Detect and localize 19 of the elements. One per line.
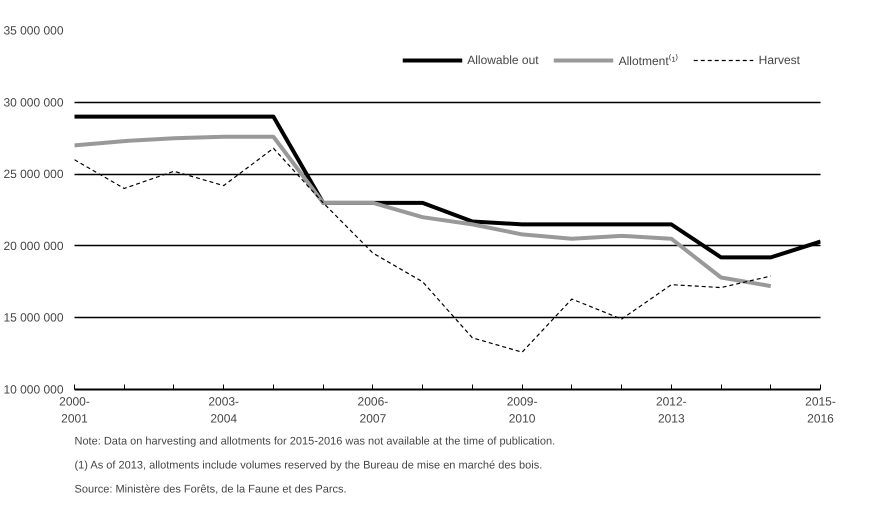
line-series bbox=[74, 134, 773, 288]
y-tick-label: 35 000 000 bbox=[3, 24, 64, 38]
y-tick-label: 20 000 000 bbox=[3, 238, 64, 253]
y-tick-label: 30 000 000 bbox=[3, 95, 64, 110]
y-tick-label: 10 000 000 bbox=[3, 382, 64, 396]
text: Note: Data on harvesting and allotments for 2015-2016 was not available at the time of publication. bbox=[74, 436, 556, 448]
x-tick-label: 2000- 2001 bbox=[59, 394, 90, 426]
y-tick-label: 25 000 000 bbox=[3, 167, 64, 182]
source-note: Source: Ministère des Forêts, de la Faune et des Parcs. bbox=[74, 484, 347, 496]
x-tick-label: 2012- 2013 bbox=[656, 394, 687, 426]
legend-label: Allowable out bbox=[467, 53, 539, 67]
y-tick-label: 15 000 000 bbox=[3, 310, 64, 325]
legend-label: Allotment⁽¹⁾ bbox=[618, 52, 679, 68]
x-tick-label: 2015- 2016 bbox=[805, 394, 836, 426]
x-tick-label: 2006- 2007 bbox=[358, 394, 388, 426]
x-tick-label: 2003- 2004 bbox=[208, 394, 240, 426]
legend-label: Harvest bbox=[758, 53, 800, 67]
x-tick-label: 2009- 2010 bbox=[506, 394, 538, 426]
text: (1) As of 2013, allotments include volumes reserved by the Bureau de mise en marché des bois. bbox=[74, 460, 542, 472]
